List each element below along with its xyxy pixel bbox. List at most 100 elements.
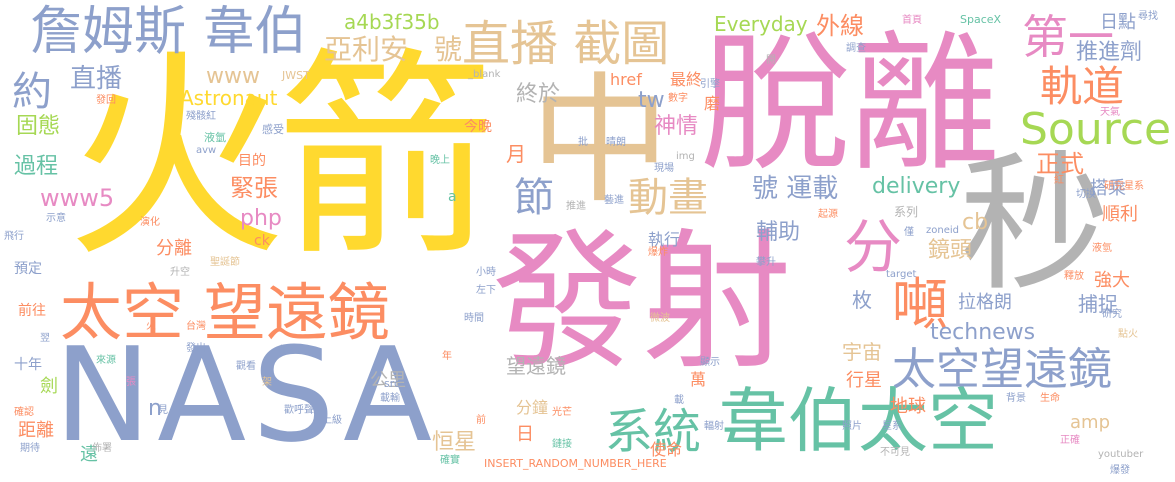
word-dun: 噸	[892, 273, 948, 338]
word-que: 確認	[14, 407, 34, 418]
word-taikongwangyuanjing: 太空望遠鏡	[892, 344, 1112, 395]
word-fenli: 分離	[156, 238, 192, 259]
word-hengxing: 恒星	[432, 430, 477, 455]
word-baofa: 爆發	[1110, 465, 1130, 476]
word-guotai: 固態	[16, 114, 61, 139]
word-yuding: 預定	[14, 261, 42, 277]
word-buzhuo: 捕捉	[1078, 292, 1118, 316]
word-jinwan: 今晚	[464, 119, 492, 135]
word-php: php	[240, 206, 282, 231]
word-zaizao: 載輸	[380, 393, 400, 404]
word-qiangda: 強大	[1094, 270, 1130, 291]
word-shinian: 十年	[14, 357, 42, 373]
word-feixing: 飛行	[4, 231, 24, 242]
word-technews: technews	[930, 320, 1036, 345]
word-zhongyu: 終於	[516, 82, 561, 107]
word-jian2: 見	[158, 405, 168, 416]
word-xingxing: 行星	[846, 370, 882, 391]
word-youtuber: youtuber	[1098, 449, 1144, 460]
word-shunli: 順利	[1102, 204, 1138, 225]
word-jingtou: 鏡頭	[928, 238, 973, 263]
word-jie: 節	[514, 175, 554, 221]
word-delivery: delivery	[872, 174, 961, 199]
word-zhibo-jietu: 直播 截圖	[462, 16, 670, 72]
word-shunjian: 順觀	[280, 345, 300, 356]
word-guangzhi: 光芒	[552, 407, 572, 418]
word-buke-jian: 不可見	[880, 447, 910, 458]
word-qidai: 期待	[20, 443, 40, 454]
word-yuan: 遠	[80, 444, 98, 465]
word-zhibo-small: 直播	[70, 64, 123, 94]
word-tuijinji: 推進劑	[1076, 40, 1143, 65]
word-zuoxia: 左下	[476, 285, 496, 296]
word-hao-yunzai: 號 運載	[752, 174, 839, 204]
word-guidao: 軌道	[1040, 62, 1125, 111]
word-qinglang: 晴朗	[606, 137, 626, 148]
word-jinzhang: 緊張	[230, 174, 278, 202]
word-zhanmusi-weibo: 詹姆斯 韋伯	[30, 2, 307, 62]
word-www5: www5	[40, 184, 115, 212]
word-yinqing: 引擎	[700, 79, 720, 90]
word-xianchang: 現場	[654, 163, 674, 174]
word-taikong-wangyuanjing: 太空 望遠鏡	[60, 276, 390, 349]
word-avw: avw	[196, 145, 217, 156]
word-hong: 紅	[1054, 175, 1064, 186]
word-pi: 批	[578, 137, 588, 148]
word-shifang: 釋放	[1064, 271, 1084, 282]
word-shijian: 時間	[464, 313, 484, 324]
word-tuoli: 脫離	[700, 18, 1001, 192]
word-yanjiu: 研究	[1102, 309, 1122, 320]
word-ri: 日	[516, 424, 534, 445]
word-wanshang: 晚上	[430, 155, 450, 166]
word-taiwan: 台灣	[186, 321, 206, 332]
word-yanhua: 演化	[140, 217, 160, 228]
word-xiannong: 藝進	[604, 195, 624, 206]
word-yue2: 月	[506, 142, 526, 166]
word-yeqing: 液氫	[204, 131, 226, 144]
word-laiyuan: 來源	[96, 355, 116, 366]
word-shenqing: 神情	[654, 114, 699, 139]
word-qianwang: 前往	[18, 303, 46, 319]
word-weibo-taikong: 韋伯太空	[718, 380, 998, 462]
word-qiedang: 切換	[1076, 189, 1096, 200]
word-n: n	[148, 396, 162, 421]
word-mudi: 目的	[238, 153, 266, 169]
word-jieshu: 殘骸紅	[186, 111, 216, 122]
word-source: Source	[1020, 104, 1172, 155]
word-yaliyan: 亞利安	[324, 33, 409, 66]
word-fengxian: 佈署	[92, 443, 112, 454]
word-www: www	[206, 64, 260, 89]
word-huanhu: 歡呼聲	[284, 405, 314, 416]
word-diaocha: 調查	[846, 43, 866, 54]
word-zai: 載	[674, 395, 684, 406]
word-beijing: 背景	[1006, 393, 1026, 404]
word-shengkong2: 聖誕節	[210, 257, 240, 268]
word-zhang: 張	[126, 377, 136, 388]
word-dongua: 動畫	[628, 175, 708, 221]
word-kaiqi: 開	[766, 55, 776, 66]
word-shengming: 生命	[1040, 393, 1060, 404]
word-blank: _blank	[468, 69, 501, 80]
word-yeqing2: 液氫	[1092, 243, 1112, 254]
word-huo: 火	[146, 321, 156, 332]
word-tuijin: 推進	[566, 201, 586, 212]
word-insert: INSERT_RANDOM_NUMBER_HERE	[484, 457, 667, 470]
word-qiyuan: 起源	[818, 209, 838, 220]
word-ganshou: 感受	[262, 123, 284, 136]
word-waixian: 外線	[816, 12, 864, 40]
word-diqiu: 地球	[890, 396, 926, 417]
word-zoneid: zoneid	[926, 225, 959, 236]
word-fahui: 發回	[96, 95, 116, 106]
word-spacex: SpaceX	[960, 13, 1002, 26]
word-dazai: 搭乘	[1090, 178, 1126, 199]
word-diyi: 第一	[1022, 10, 1114, 64]
word-a4b3f35b: a4b3f35b	[344, 10, 440, 34]
word-zhixing: 執行	[648, 230, 681, 249]
word-zuizhong: 最終	[670, 70, 703, 89]
word-rishu: 日點	[1100, 12, 1136, 33]
word-yue: 約	[12, 69, 52, 115]
word-lagelang: 拉格朗	[958, 292, 1012, 313]
word-everyday: Everyday	[714, 12, 808, 36]
word-jiesan: 鏈接	[552, 439, 572, 450]
word-gongli: 公里	[370, 370, 406, 391]
